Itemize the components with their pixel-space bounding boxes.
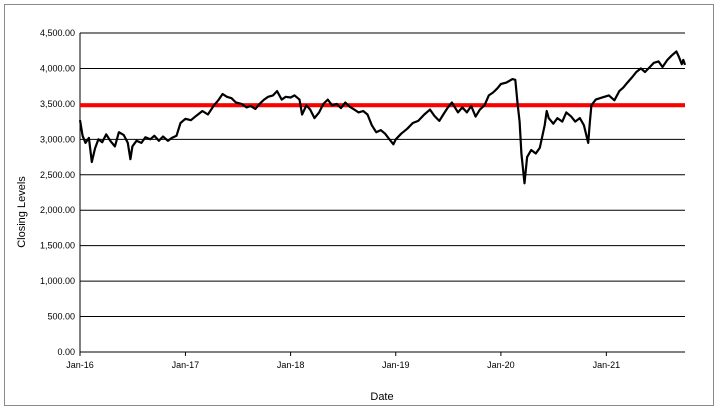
x-tick-label: Jan-17 (172, 360, 200, 370)
x-tick-label: Jan-19 (382, 360, 410, 370)
chart-frame (4, 4, 714, 406)
y-tick-label: 0.00 (57, 347, 75, 357)
x-axis-title: Date (370, 391, 393, 403)
gridlines (80, 32, 685, 318)
y-tick-label: 2,500.00 (40, 170, 75, 180)
x-tick-label: Jan-18 (277, 360, 305, 370)
x-tick-label: Jan-16 (66, 360, 94, 370)
x-axis-tickmarks (79, 352, 607, 356)
x-tick-label: Jan-21 (593, 360, 621, 370)
y-tick-label: 3,000.00 (40, 134, 75, 144)
y-axis-tick-labels: 0.00 500.00 1,000.00 1,500.00 2,000.00 2,500.… (40, 28, 75, 357)
y-tick-label: 2,000.00 (40, 205, 75, 215)
y-axis-title: Closing Levels (16, 176, 28, 248)
y-tick-label: 500.00 (47, 312, 75, 322)
y-tick-label: 4,500.00 (40, 28, 75, 38)
x-axis-tick-labels: Jan-16 Jan-17 Jan-18 Jan-19 Jan-20 Jan-21 (66, 360, 620, 370)
x-tick-label: Jan-20 (487, 360, 515, 370)
y-tick-label: 3,500.00 (40, 99, 75, 109)
y-tick-label: 1,500.00 (40, 241, 75, 251)
y-tick-label: 4,000.00 (40, 63, 75, 73)
closing-level-series (78, 50, 687, 185)
y-tick-label: 1,000.00 (40, 276, 75, 286)
